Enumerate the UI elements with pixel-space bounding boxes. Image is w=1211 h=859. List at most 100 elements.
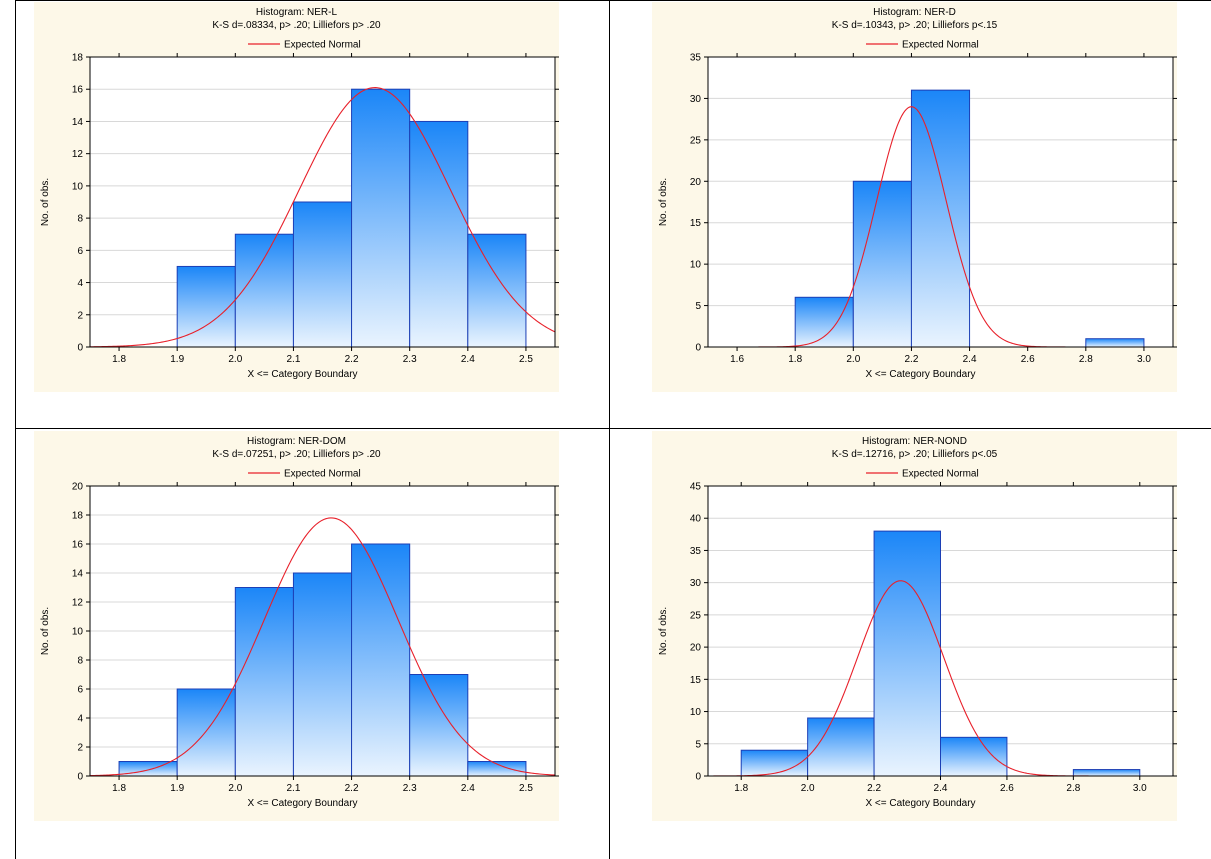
y-axis-label: No. of obs.: [40, 178, 51, 226]
histogram-bar: [1085, 338, 1145, 348]
y-tick-label: 15: [690, 218, 702, 229]
x-tick-label: 2.0: [228, 783, 242, 794]
y-tick-label: 10: [72, 181, 84, 192]
histogram-bar: [351, 88, 411, 348]
table-border-top: [15, 0, 1211, 1]
x-tick-label: 2.0: [228, 354, 242, 365]
histogram-panel-ner-nond: Histogram: NER-NOND K-S d=.12716, p> .20;…: [652, 431, 1177, 821]
table-border-left: [15, 0, 16, 859]
histogram-panel-ner-d: Histogram: NER-D K-S d=.10343, p> .20; Li…: [652, 2, 1177, 392]
histogram-bar: [176, 688, 236, 777]
chart-title: Histogram: NER-L: [256, 7, 338, 18]
histogram-bar: [234, 233, 294, 348]
x-tick-label: 2.5: [519, 354, 533, 365]
x-tick-label: 2.3: [403, 354, 417, 365]
y-tick-label: 12: [72, 149, 84, 160]
x-tick-label: 2.4: [963, 354, 977, 365]
y-tick-label: 30: [690, 94, 702, 105]
y-tick-label: 10: [690, 260, 702, 271]
x-axis-label: X <= Category Boundary: [865, 798, 975, 809]
legend-label: Expected Normal: [284, 40, 361, 51]
x-tick-label: 2.2: [904, 354, 918, 365]
histogram-bar: [292, 572, 353, 777]
x-tick-label: 2.4: [461, 354, 475, 365]
x-tick-label: 2.0: [801, 783, 815, 794]
y-tick-label: 6: [77, 685, 83, 696]
x-tick-label: 2.6: [1021, 354, 1035, 365]
x-tick-label: 2.5: [519, 783, 533, 794]
y-tick-label: 0: [695, 772, 701, 783]
y-tick-label: 35: [690, 53, 702, 64]
y-tick-label: 8: [77, 214, 83, 225]
y-tick-label: 14: [72, 569, 84, 580]
histogram-bar: [409, 674, 469, 777]
legend-label: Expected Normal: [284, 469, 361, 480]
y-tick-label: 35: [690, 546, 702, 557]
y-tick-label: 2: [77, 310, 83, 321]
y-tick-label: 0: [77, 772, 83, 783]
chart-subtitle: K-S d=.07251, p> .20; Lilliefors p> .20: [212, 449, 381, 460]
histogram-bar: [467, 233, 527, 348]
x-tick-label: 2.2: [867, 783, 881, 794]
x-tick-label: 1.9: [170, 783, 184, 794]
y-tick-label: 8: [77, 656, 83, 667]
histogram-bar: [852, 180, 912, 348]
chart-title: Histogram: NER-DOM: [247, 436, 346, 447]
x-tick-label: 2.1: [286, 354, 300, 365]
x-tick-label: 2.8: [1066, 783, 1080, 794]
x-tick-label: 2.8: [1079, 354, 1093, 365]
histogram-bar: [740, 749, 809, 777]
chart-subtitle: K-S d=.08334, p> .20; Lilliefors p> .20: [212, 20, 381, 31]
x-tick-label: 1.8: [734, 783, 748, 794]
x-tick-label: 2.4: [934, 783, 948, 794]
histogram-bar: [234, 587, 294, 777]
plot-frame: [89, 485, 556, 777]
plot-frame: [707, 56, 1174, 348]
x-axis-label: X <= Category Boundary: [247, 798, 357, 809]
plot-frame: [89, 56, 556, 348]
x-tick-label: 1.8: [112, 354, 126, 365]
x-axis-label: X <= Category Boundary: [247, 369, 357, 380]
table-border-row: [15, 428, 1211, 429]
y-tick-label: 15: [690, 675, 702, 686]
x-tick-label: 2.3: [403, 783, 417, 794]
y-tick-label: 6: [77, 246, 83, 257]
y-tick-label: 5: [695, 739, 701, 750]
y-tick-label: 20: [690, 643, 702, 654]
y-tick-label: 25: [690, 610, 702, 621]
chart-title: Histogram: NER-D: [873, 7, 956, 18]
x-tick-label: 1.9: [170, 354, 184, 365]
x-tick-label: 2.2: [345, 783, 359, 794]
chart-subtitle: K-S d=.12716, p> .20; Lilliefors p<.05: [832, 449, 998, 460]
y-tick-label: 40: [690, 514, 702, 525]
table-border-middle: [609, 0, 610, 859]
histogram-bar: [794, 296, 854, 348]
histogram-bar: [940, 736, 1008, 777]
y-axis-label: No. of obs.: [658, 178, 669, 226]
x-tick-label: 1.6: [730, 354, 744, 365]
y-tick-label: 16: [72, 85, 84, 96]
y-tick-label: 2: [77, 743, 83, 754]
legend-label: Expected Normal: [902, 40, 979, 51]
y-tick-label: 5: [695, 301, 701, 312]
y-tick-label: 18: [72, 511, 84, 522]
histogram-chart-ner-dom: Histogram: NER-DOM K-S d=.07251, p> .20; …: [34, 431, 559, 821]
y-tick-label: 0: [77, 343, 83, 354]
y-tick-label: 18: [72, 53, 84, 64]
histogram-bar: [807, 717, 875, 777]
y-tick-label: 30: [690, 578, 702, 589]
y-tick-label: 10: [72, 627, 84, 638]
histogram-bar: [176, 265, 236, 348]
x-tick-label: 2.1: [286, 783, 300, 794]
histogram-bar: [873, 530, 941, 777]
histogram-panel-ner-dom: Histogram: NER-DOM K-S d=.07251, p> .20; …: [34, 431, 559, 821]
y-tick-label: 45: [690, 482, 702, 493]
x-tick-label: 3.0: [1133, 783, 1147, 794]
y-axis-label: No. of obs.: [658, 607, 669, 655]
expected-normal-curve: [90, 517, 555, 776]
y-tick-label: 25: [690, 135, 702, 146]
x-tick-label: 2.6: [1000, 783, 1014, 794]
x-axis-label: X <= Category Boundary: [865, 369, 975, 380]
y-tick-label: 14: [72, 117, 84, 128]
histogram-bar: [351, 543, 411, 777]
